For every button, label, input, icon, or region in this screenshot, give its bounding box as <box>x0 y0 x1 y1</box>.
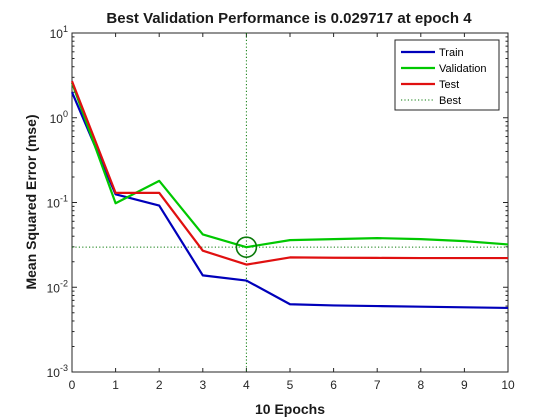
series-line-validation <box>70 82 509 249</box>
x-tick-label: 1 <box>112 378 119 392</box>
x-tick-label: 3 <box>199 378 206 392</box>
best-point-group <box>235 236 258 258</box>
best-point-circle <box>235 236 258 258</box>
y-axis-label: Mean Squared Error (mse) <box>23 114 39 289</box>
y-tick-base: 10 <box>47 281 61 295</box>
x-axis-label: 10 Epochs <box>255 401 325 417</box>
y-tick-exponent: -3 <box>60 363 68 373</box>
legend-label-test: Test <box>439 79 459 91</box>
chart-title: Best Validation Performance is 0.029717 … <box>106 10 472 27</box>
y-tick-label: 10-2 <box>47 278 68 295</box>
y-tick-base: 10 <box>47 366 61 380</box>
x-tick-label: 5 <box>287 378 294 392</box>
y-tick-exponent: 1 <box>63 24 68 34</box>
x-tick-label: 4 <box>243 378 250 392</box>
series-line-train <box>70 91 509 310</box>
y-tick-label: 10-1 <box>47 194 68 211</box>
series-group <box>70 80 509 310</box>
x-tick-label: 7 <box>374 378 381 392</box>
y-tick-label: 100 <box>50 109 68 126</box>
legend-label-validation: Validation <box>439 63 487 75</box>
legend: Train Validation Test Best <box>394 39 500 111</box>
y-tick-label: 101 <box>50 24 68 41</box>
y-tick-exponent: -1 <box>60 194 68 204</box>
legend-label-best: Best <box>439 95 461 107</box>
x-tick-label: 8 <box>417 378 424 392</box>
y-tick-base: 10 <box>50 27 64 41</box>
y-tick-exponent: -2 <box>60 278 68 288</box>
y-tick-base: 10 <box>50 112 64 126</box>
series-line-test <box>70 80 508 266</box>
x-tick-label: 9 <box>461 378 468 392</box>
x-tick-label: 2 <box>156 378 163 392</box>
x-tick-label: 10 <box>501 378 515 392</box>
x-tick-label: 6 <box>330 378 337 392</box>
y-tick-base: 10 <box>47 197 61 211</box>
y-tick-label: 10-3 <box>47 363 68 380</box>
y-tick-exponent: 0 <box>63 109 68 119</box>
best-marker-lines <box>72 33 508 372</box>
legend-label-train: Train <box>439 47 464 59</box>
x-tick-label: 0 <box>69 378 76 392</box>
